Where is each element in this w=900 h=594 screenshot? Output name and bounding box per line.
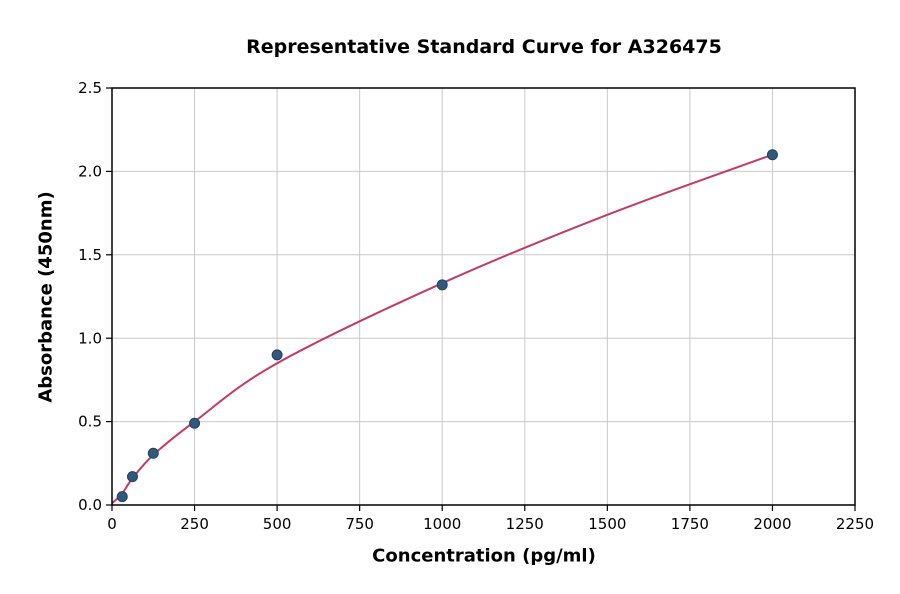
y-tick-label: 1.5 [78,246,102,264]
data-point [116,491,128,503]
y-tick-label: 1.0 [78,329,102,347]
y-axis-label: Absorbance (450nm) [35,191,57,403]
x-axis-label: Concentration (pg/ml) [372,545,596,567]
x-tick-label: 500 [263,515,292,533]
data-point [436,279,448,291]
data-point [126,471,138,483]
data-point [189,417,201,429]
y-tick-label: 2.0 [78,163,102,181]
y-tick-label: 0.5 [78,413,102,431]
x-tick-label: 2000 [753,515,791,533]
x-tick-label: 1750 [671,515,709,533]
x-tick-label: 250 [180,515,209,533]
x-tick-label: 2250 [836,515,874,533]
plot-border [111,87,856,506]
fit-curve [111,153,773,505]
x-tick-label: 1500 [588,515,626,533]
data-point [147,447,159,459]
x-tick-label: 750 [345,515,374,533]
y-tick-label: 0.0 [78,496,102,514]
data-point [766,149,778,161]
x-tick-label: 1000 [423,515,461,533]
chart-title: Representative Standard Curve for A32647… [246,36,722,58]
data-point [271,349,283,361]
x-tick-label: 0 [107,515,117,533]
x-tick-label: 1250 [506,515,544,533]
y-tick-label: 2.5 [78,79,102,97]
